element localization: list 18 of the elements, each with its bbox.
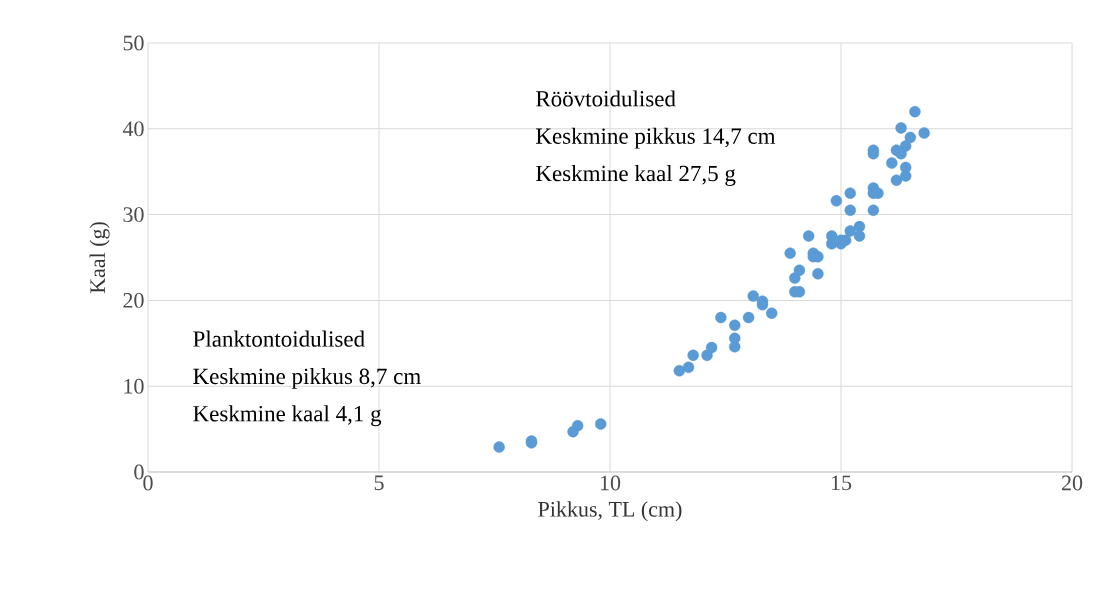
x-tick-label: 15 — [831, 475, 852, 491]
y-tick-label: 10 — [124, 378, 144, 394]
y-axis-title: Kaal (g) — [89, 222, 110, 294]
annotation: Keskmine kaal 27,5 g — [536, 165, 736, 186]
annotation: Planktontoidulised — [193, 330, 365, 347]
annotation: Keskmine pikkus 8,7 cm — [193, 367, 421, 389]
y-tick-label: 0 — [134, 464, 144, 480]
annotation: Röövtoidulised — [536, 90, 676, 107]
y-tick-label: 40 — [122, 121, 144, 137]
annotation: Keskmine kaal 4,1 g — [193, 405, 382, 427]
y-tick-label: 20 — [123, 292, 144, 308]
x-axis-title: Pikkus, TL (cm) — [538, 501, 682, 522]
x-tick-label: 10 — [600, 475, 621, 491]
x-tick-label: 20 — [1061, 475, 1083, 491]
annotation: Keskmine pikkus 14,7 cm — [536, 127, 776, 149]
y-tick-label: 50 — [123, 35, 144, 51]
x-tick-label: 5 — [374, 475, 384, 491]
y-tick-label: 30 — [123, 207, 144, 223]
